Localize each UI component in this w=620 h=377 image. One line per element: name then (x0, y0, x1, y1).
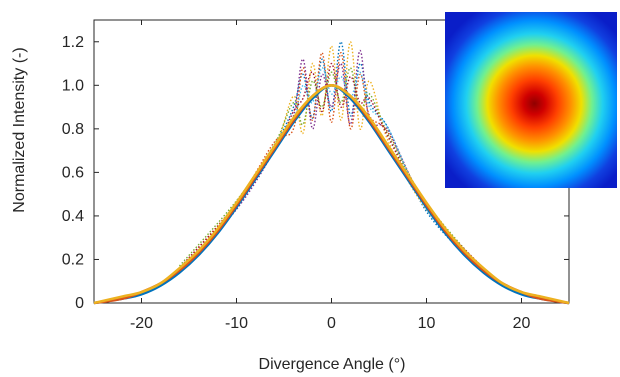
beam-profile-inset (445, 12, 617, 188)
measured-curve-3 (178, 41, 485, 273)
measured-curve-4 (178, 49, 485, 273)
y-tick-label: 0.2 (62, 251, 84, 268)
y-tick-label: 1.2 (62, 34, 84, 51)
x-axis-label: Divergence Angle (°) (259, 356, 406, 373)
beam-profile-heatmap (445, 12, 617, 188)
y-tick-label: 0 (75, 295, 84, 312)
x-tick-label: 20 (513, 315, 531, 332)
y-tick-label: 0.4 (62, 208, 84, 225)
x-tick-label: 10 (418, 315, 436, 332)
measured-curve-6 (178, 67, 485, 271)
measured-curve-7 (178, 62, 485, 269)
measured-curve-1 (178, 41, 485, 273)
curves (93, 41, 570, 305)
x-tick-label: 0 (327, 315, 336, 332)
measured-curve-5 (178, 67, 485, 271)
y-axis-label: Normalized Intensity (-) (11, 47, 28, 212)
y-tick-label: 1.0 (62, 77, 84, 94)
x-tick-label: -10 (225, 315, 248, 332)
y-tick-label: 0.6 (62, 164, 84, 181)
axes: -20 -10 0 10 20 0 0.2 0.4 0.6 0.8 1.0 1.2 (62, 19, 570, 332)
x-tick-label: -20 (130, 315, 153, 332)
fit-curve-3 (93, 83, 570, 305)
y-tick-label: 0.8 (62, 121, 84, 138)
